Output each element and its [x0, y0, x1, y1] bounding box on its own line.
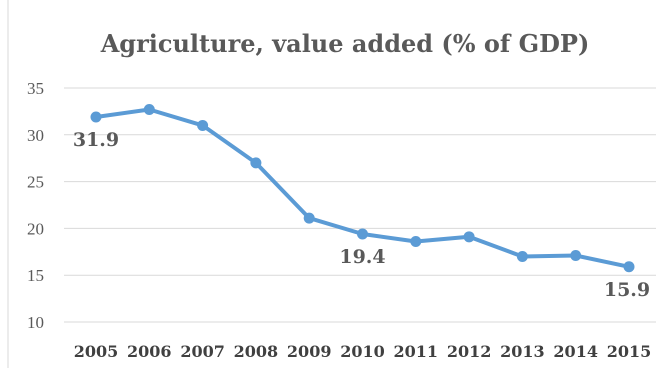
- y-tick-label: 20: [27, 219, 44, 238]
- y-tick-label: 15: [27, 266, 44, 285]
- data-point: [410, 236, 422, 248]
- chart-title: Agriculture, value added (% of GDP): [100, 29, 590, 58]
- y-tick-label: 35: [27, 79, 44, 98]
- x-tick-label: 2009: [287, 342, 332, 361]
- data-point: [570, 250, 582, 262]
- x-tick-label: 2005: [74, 342, 119, 361]
- x-tick-label: 2008: [234, 342, 279, 361]
- data-label: 15.9: [604, 279, 650, 301]
- data-point: [197, 119, 209, 131]
- data-point: [463, 231, 475, 243]
- x-tick-label: 2010: [340, 342, 385, 361]
- x-axis-ticks: 2005 2006 2007 2008 2009 2010 2011 2012 2013 2014…: [74, 342, 652, 361]
- x-tick-label: 2014: [553, 342, 598, 361]
- data-label: 19.4: [339, 246, 385, 268]
- x-tick-label: 2006: [127, 342, 172, 361]
- data-point: [357, 228, 368, 240]
- x-tick-label: 2012: [447, 342, 492, 361]
- data-point: [143, 104, 155, 116]
- y-tick-label: 10: [27, 313, 44, 332]
- y-tick-label: 30: [27, 126, 44, 145]
- data-point: [303, 212, 315, 224]
- data-labels: 31.9 19.4 15.9: [73, 129, 650, 301]
- data-point: [250, 157, 262, 169]
- gridlines: [64, 87, 656, 323]
- data-point: [90, 111, 102, 123]
- data-points: [90, 104, 635, 273]
- x-tick-label: 2013: [500, 342, 545, 361]
- data-point: [623, 261, 635, 273]
- x-tick-label: 2011: [394, 342, 439, 361]
- data-label: 31.9: [73, 129, 119, 151]
- x-tick-label: 2007: [180, 342, 225, 361]
- data-point: [516, 250, 528, 262]
- y-tick-label: 25: [27, 173, 44, 192]
- x-tick-label: 2015: [607, 342, 652, 361]
- y-axis-ticks: 10 15 20 25 30 35: [27, 79, 44, 332]
